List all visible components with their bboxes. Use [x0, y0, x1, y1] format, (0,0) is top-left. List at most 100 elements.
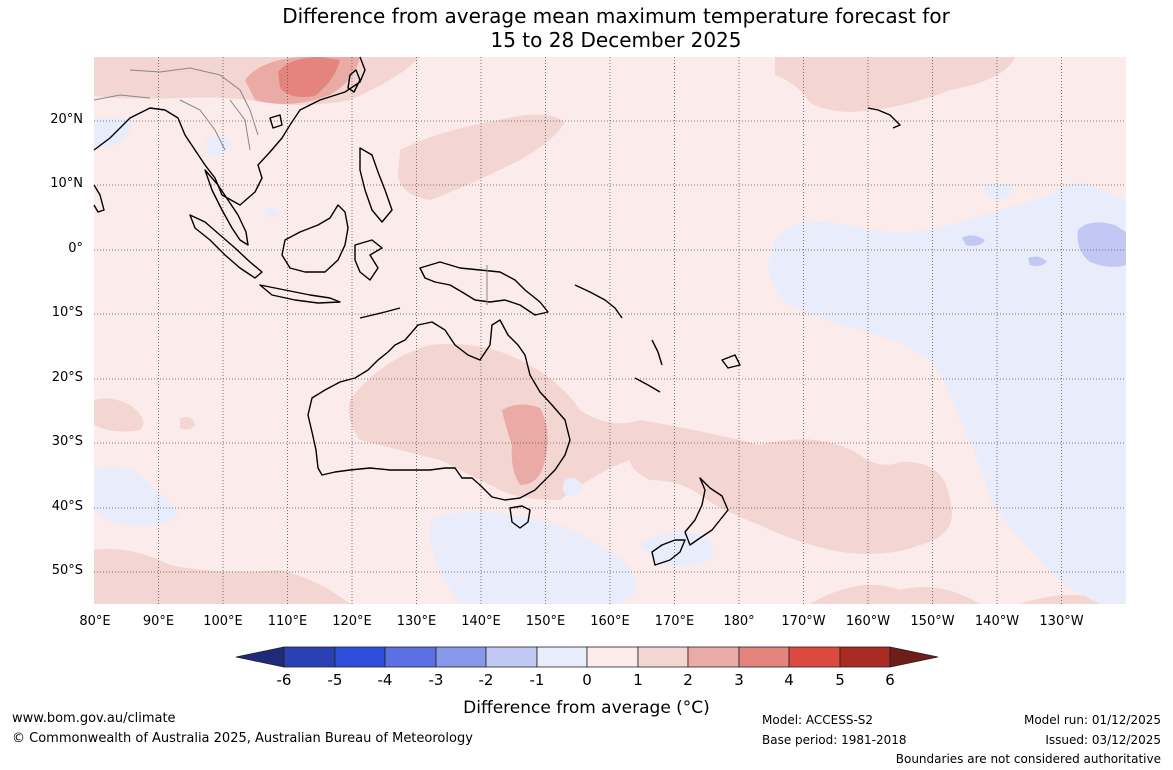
colorbar-bin	[283, 646, 336, 668]
colorbar-arrow-high	[889, 646, 939, 668]
colorbar-tick: 0	[582, 671, 592, 689]
website-link[interactable]: www.bom.gov.au/climate	[12, 711, 176, 726]
colorbar-bin	[435, 646, 487, 668]
colorbar	[235, 646, 939, 668]
colorbar-bin	[536, 646, 588, 668]
warm-region-southern-ocean-east	[810, 584, 980, 604]
lon-label: 120°E	[332, 614, 372, 629]
disclaimer-text: Boundaries are not considered authoritat…	[895, 752, 1161, 766]
cool-region-west-indian	[94, 467, 180, 527]
lon-label: 140°W	[974, 614, 1020, 629]
lon-label: 170°W	[781, 614, 826, 629]
anomaly-contours	[94, 57, 1126, 605]
lon-label: 100°E	[203, 614, 243, 629]
hot-core-china	[278, 57, 340, 97]
cool-region-bass	[562, 477, 582, 497]
graticule	[94, 57, 1126, 604]
title-line-2: 15 to 28 December 2025	[490, 28, 742, 52]
cool-region-central-pacific	[768, 182, 1126, 605]
colorbar-tick: 5	[835, 671, 845, 689]
chart-title: Difference from average mean maximum tem…	[0, 4, 1173, 52]
asia-mainland-coastline	[93, 56, 366, 206]
timor	[359, 307, 401, 319]
nz-north-island	[684, 477, 729, 546]
colorbar-tick: 6	[885, 671, 895, 689]
cold-core-east-pacific	[1077, 222, 1126, 267]
nz-south-island	[651, 539, 686, 566]
lon-label: 130°W	[1039, 614, 1084, 629]
cold-core-small-1	[962, 235, 985, 246]
colorbar-tick: 2	[683, 671, 693, 689]
lon-label: 90°E	[142, 614, 175, 629]
colorbar-tick: -3	[428, 671, 444, 689]
base-period-text: Base period: 1981-2018	[762, 733, 907, 747]
colorbar-tick: 4	[784, 671, 794, 689]
sumatra-coastline	[189, 214, 263, 279]
warm-region-indian-ocean	[94, 398, 144, 432]
lon-label: 150°W	[910, 614, 955, 629]
lat-label: 30°S	[51, 434, 83, 449]
colorbar-bin	[687, 646, 740, 668]
sri-lanka-coastline	[93, 184, 105, 213]
warm-region-australia	[348, 344, 952, 554]
colorbar-bin	[788, 646, 841, 668]
solomon-islands	[574, 284, 623, 319]
lat-label: 50°S	[51, 563, 83, 578]
warm-region-southern-ocean-west	[94, 549, 350, 604]
lon-label: 160°E	[590, 614, 630, 629]
warm-region-small	[180, 416, 195, 430]
cool-region-tasman	[430, 511, 636, 604]
colorbar-bin	[637, 646, 689, 668]
country-borders	[93, 67, 488, 305]
taiwan-coastline	[347, 69, 361, 93]
colorbar-label: Difference from average (°C)	[463, 698, 710, 718]
colorbar-bin	[384, 646, 437, 668]
borneo-coastline	[281, 204, 349, 273]
cold-core-small-2	[1028, 256, 1047, 266]
hainan-coastline	[269, 114, 283, 129]
title-line-1: Difference from average mean maximum tem…	[282, 4, 950, 28]
hawaii-islands	[867, 107, 901, 129]
java-coastline	[259, 284, 341, 304]
colorbar-bin	[586, 646, 639, 668]
colorbar-tick: 3	[734, 671, 744, 689]
lon-label: 160°W	[845, 614, 891, 629]
colorbar-tick: -1	[529, 671, 545, 689]
vanuatu-islands	[651, 339, 663, 366]
model-run-text: Model run: 01/12/2025	[1023, 713, 1161, 727]
colorbar-tick: -4	[377, 671, 393, 689]
colorbar-bin	[839, 646, 891, 668]
issued-text: Issued: 03/12/2025	[1045, 733, 1161, 747]
philippines-coastline	[359, 147, 393, 223]
colorbar-tick: -2	[478, 671, 494, 689]
malay-peninsula-coastline	[204, 169, 249, 246]
copyright-text: © Commonwealth of Australia 2025, Austra…	[12, 731, 473, 746]
colorbar-bin	[334, 646, 386, 668]
australia-coastline	[307, 319, 571, 501]
warm-region-north-pacific	[775, 57, 1015, 112]
new-caledonia	[634, 377, 661, 393]
warm-region-philippine-sea	[398, 114, 565, 200]
lat-label: 40°S	[51, 499, 83, 514]
cool-region-north-indian	[94, 117, 131, 147]
colorbar-bin	[738, 646, 790, 668]
tasmania-coastline	[509, 505, 531, 529]
lat-label: 10°N	[50, 176, 83, 191]
lon-label: 150°E	[525, 614, 566, 629]
colorbar-tick: -6	[276, 671, 292, 689]
lon-label: 80°E	[79, 614, 111, 629]
new-guinea-coastline	[419, 261, 549, 316]
lat-label: 20°N	[50, 112, 83, 127]
lon-label: 140°E	[461, 614, 501, 629]
colorbar-arrow-low	[235, 646, 285, 668]
model-text: Model: ACCESS-S2	[762, 713, 874, 727]
lon-label: 110°E	[267, 614, 308, 629]
cool-region-nz	[640, 531, 714, 567]
lat-label: 20°S	[51, 370, 83, 385]
fiji-islands	[721, 354, 741, 369]
sulawesi-coastline	[354, 239, 383, 281]
cool-region-hawaii	[984, 183, 1012, 200]
lat-label: 0°	[68, 241, 83, 256]
cool-region-small-ocean	[265, 208, 280, 218]
